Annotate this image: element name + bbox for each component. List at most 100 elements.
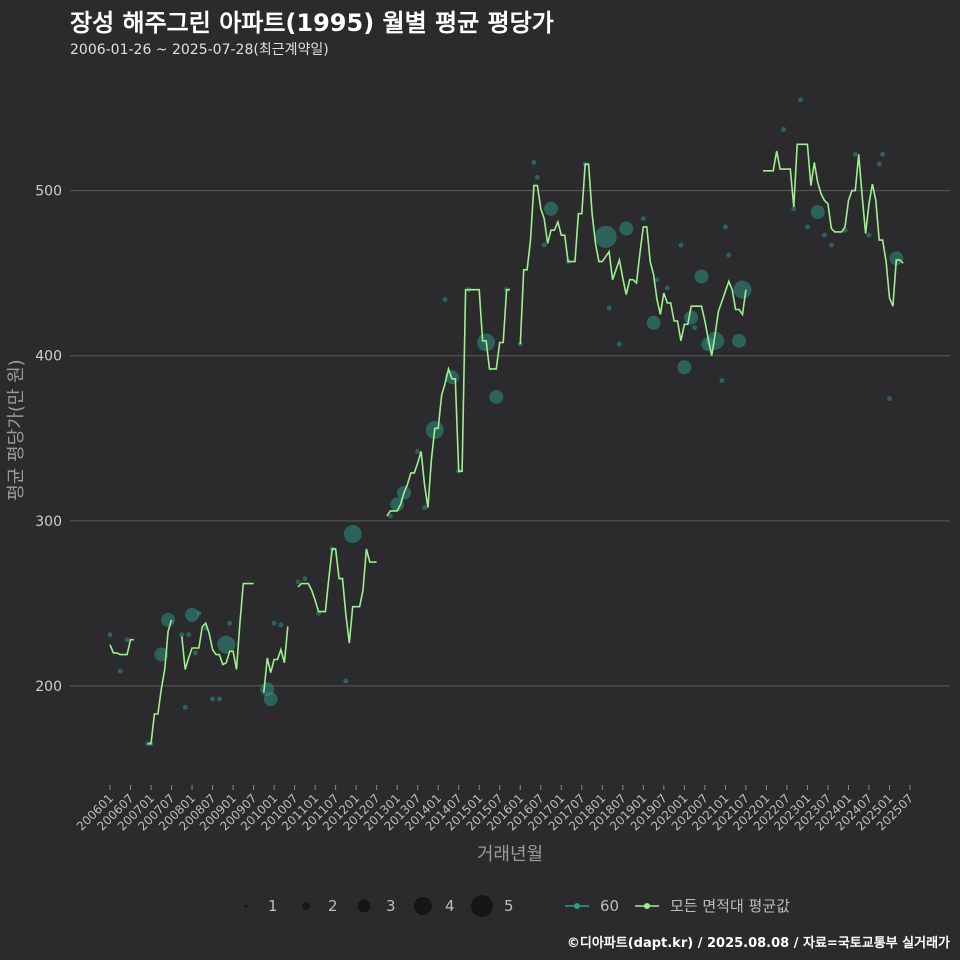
data-point [732, 333, 747, 348]
data-point [594, 225, 617, 248]
legend-size-key [471, 895, 493, 917]
data-point [124, 637, 130, 643]
data-point [227, 620, 233, 626]
data-point [798, 97, 804, 103]
legend-label-60: 60 [600, 897, 619, 915]
data-point [154, 647, 169, 662]
series-line-segment [763, 143, 904, 307]
legend-point-60 [574, 903, 580, 909]
legend-label-average: 모든 면적대 평균값 [670, 897, 790, 915]
data-point [828, 242, 834, 248]
chart-title: 장성 해주그린 아파트(1995) 월별 평균 평당가 [70, 9, 554, 37]
data-point [186, 632, 192, 638]
data-point [210, 696, 216, 702]
data-point [654, 277, 660, 283]
data-point [616, 341, 622, 347]
data-point [161, 612, 176, 627]
legend-size-key [302, 902, 310, 910]
data-point [179, 632, 185, 638]
average-line [109, 143, 904, 745]
data-point [185, 607, 200, 622]
data-point [810, 205, 825, 220]
data-point [733, 280, 752, 299]
data-point [619, 221, 634, 236]
series-line-segment [519, 163, 747, 356]
y-tick-label: 300 [35, 514, 62, 530]
legend-size-label: 2 [328, 897, 338, 915]
x-axis-ticks: 2006012006072007012007072008012008072009… [74, 785, 916, 834]
legend-size-key [414, 897, 432, 915]
data-point [217, 635, 236, 654]
data-point [544, 201, 559, 216]
data-point [422, 505, 428, 511]
y-tick-label: 200 [35, 679, 62, 695]
data-point [271, 620, 277, 626]
data-point [541, 242, 547, 248]
data-point [706, 331, 725, 350]
data-point [726, 252, 732, 258]
data-point [852, 151, 858, 157]
data-point [387, 513, 393, 519]
data-point [886, 396, 892, 402]
data-point [295, 579, 301, 585]
series-line-segment [297, 548, 377, 644]
legend-point-average [644, 903, 650, 909]
data-point [722, 224, 728, 230]
data-point [390, 497, 405, 512]
x-axis-title: 거래년월 [477, 844, 543, 865]
series-line-segment [386, 288, 510, 517]
y-axis-title: 평균 평당가(만 원) [6, 359, 27, 500]
legend-size-label: 4 [445, 897, 455, 915]
data-point [694, 269, 709, 284]
data-point [640, 216, 646, 222]
data-point [192, 650, 198, 656]
y-axis-ticks: 200 300 400 500 [35, 184, 62, 695]
legend-size-label: 1 [268, 897, 278, 915]
data-point [646, 315, 661, 330]
data-point [866, 232, 872, 238]
series-line-segment [181, 582, 254, 670]
series-line-segment [147, 619, 173, 745]
legend-size-key [357, 899, 371, 913]
source-caption: ©디아파트(dapt.kr) / 2025.08.08 / 자료=국토교통부 실… [566, 936, 950, 951]
data-point [278, 622, 284, 628]
scatter-points [107, 97, 904, 747]
data-point [677, 360, 692, 375]
data-point [343, 525, 362, 544]
data-point [534, 174, 540, 180]
series-line-segment [109, 638, 134, 656]
data-point [182, 704, 188, 710]
data-point [804, 224, 810, 230]
data-point [606, 305, 612, 311]
y-tick-label: 400 [35, 349, 62, 365]
grid-layer [70, 190, 950, 687]
data-point [822, 232, 828, 238]
legend-size-label: 5 [504, 897, 514, 915]
legend-size-label: 3 [386, 897, 396, 915]
data-point [692, 325, 698, 331]
data-point [263, 692, 278, 707]
data-point [719, 377, 725, 383]
data-point [343, 678, 349, 684]
legend-size-key [244, 904, 248, 908]
data-point [517, 341, 523, 347]
series-line-segment [263, 626, 289, 693]
data-point [880, 151, 886, 157]
data-point [216, 696, 222, 702]
data-point [664, 285, 670, 291]
y-tick-label: 500 [35, 184, 62, 200]
data-point [531, 160, 537, 166]
data-point [876, 161, 882, 167]
data-point [489, 389, 504, 404]
data-point [678, 242, 684, 248]
data-point [415, 448, 421, 454]
data-point [684, 310, 699, 325]
data-point [107, 632, 113, 638]
data-point [196, 610, 202, 616]
data-point [302, 576, 308, 582]
data-point [889, 251, 904, 266]
data-point [442, 297, 448, 303]
data-point [781, 126, 787, 132]
data-point [117, 668, 123, 674]
